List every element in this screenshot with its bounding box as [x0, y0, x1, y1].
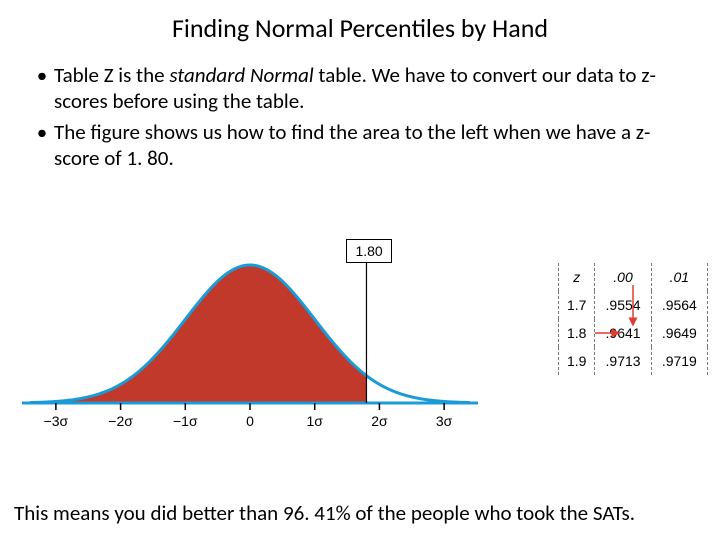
axis-tick-label: 2σ — [371, 413, 387, 429]
z-table-cell: 1.9 — [559, 347, 595, 375]
figure-area: −3σ−2σ−1σ01σ2σ3σ 1.80 z.00.011.7.9554.95… — [0, 235, 720, 465]
z-table-cell: .9641 — [595, 319, 651, 347]
z-callout-box: 1.80 — [346, 239, 391, 263]
z-table-cell: .9564 — [651, 291, 707, 319]
axis-tick-label: −3σ — [44, 413, 69, 429]
axis-tick-label: −1σ — [173, 413, 198, 429]
z-table-cell: 1.8 — [559, 319, 595, 347]
bullet-item: • Table Z is the standard Normal table. … — [30, 62, 690, 115]
text-emphasis: standard Normal — [169, 62, 313, 88]
z-table-grid: z.00.011.7.9554.95641.8.9641.96491.9.971… — [558, 263, 708, 375]
z-table-header-cell: .01 — [651, 263, 707, 291]
z-table: z.00.011.7.9554.95641.8.9641.96491.9.971… — [558, 263, 708, 375]
axis-tick-label: 1σ — [306, 413, 322, 429]
z-table-cell: .9713 — [595, 347, 651, 375]
bullet-text: Table Z is the standard Normal table. We… — [54, 62, 690, 115]
text-fragment: Table Z is the — [54, 62, 169, 88]
bullet-dot: • — [30, 62, 54, 115]
axis-tick-label: 0 — [246, 413, 254, 429]
z-table-header-cell: z — [559, 263, 595, 291]
z-table-cell: .9649 — [651, 319, 707, 347]
z-table-row: 1.8.9641.9649 — [559, 319, 708, 347]
axis-tick-label: 3σ — [436, 413, 452, 429]
bullet-dot: • — [30, 119, 54, 172]
bullet-list: • Table Z is the standard Normal table. … — [0, 54, 720, 171]
conclusion-text: This means you did better than 96. 41% o… — [14, 500, 706, 526]
bullet-text: The figure shows us how to find the area… — [54, 119, 690, 172]
z-table-cell: .9719 — [651, 347, 707, 375]
axis-tick-label: −2σ — [108, 413, 133, 429]
z-table-row: 1.9.9713.9719 — [559, 347, 708, 375]
bullet-item: • The figure shows us how to find the ar… — [30, 119, 690, 172]
z-table-row: 1.7.9554.9564 — [559, 291, 708, 319]
z-table-header-cell: .00 — [595, 263, 651, 291]
normal-curve-chart: −3σ −2σ −1σ 0 1σ 2σ 3σ 1.80 — [20, 235, 480, 445]
page-title: Finding Normal Percentiles by Hand — [0, 0, 720, 54]
z-table-cell: .9554 — [595, 291, 651, 319]
z-table-cell: 1.7 — [559, 291, 595, 319]
